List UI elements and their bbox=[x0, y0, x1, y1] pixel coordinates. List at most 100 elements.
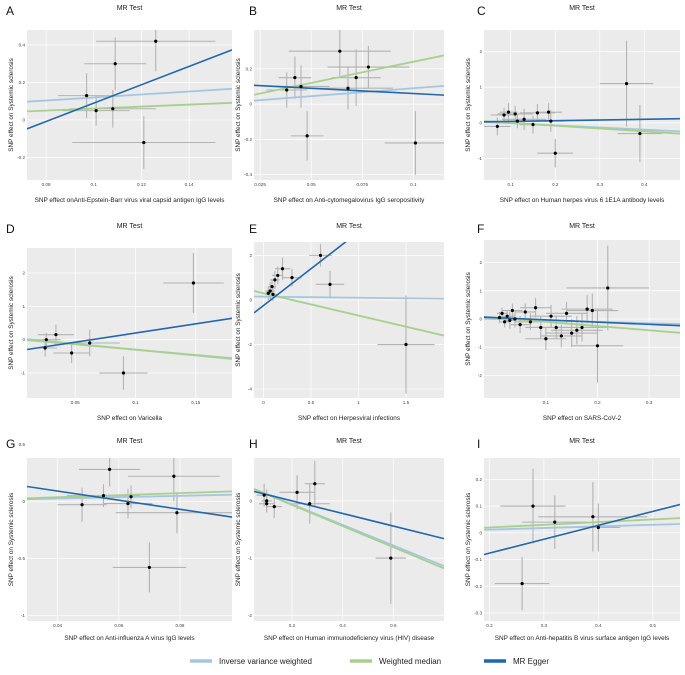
data-point bbox=[313, 482, 317, 486]
y-tick-label: 0.4 bbox=[19, 43, 26, 48]
data-point bbox=[515, 119, 520, 123]
data-point bbox=[591, 515, 595, 519]
x-tick-label: 0.6 bbox=[390, 623, 397, 628]
regression-line-wm bbox=[254, 290, 444, 337]
data-point bbox=[354, 76, 358, 80]
data-point bbox=[154, 39, 158, 43]
data-point bbox=[285, 88, 289, 92]
data-point bbox=[295, 490, 299, 494]
x-tick-label: 0 bbox=[262, 400, 265, 405]
regression-line-egger bbox=[254, 84, 444, 96]
panel-h: H MR Test 0.2 0.4 0.6 -2 -1 0 SNP effect on Huma… bbox=[235, 437, 444, 642]
x-tick-label: 0.5 bbox=[650, 623, 657, 628]
y-axis-label: SNP effect on Systemic sclerosis bbox=[465, 58, 472, 152]
legend-label: MR Egger bbox=[513, 657, 549, 666]
data-point bbox=[108, 467, 112, 471]
y-tick-label: -1 bbox=[21, 371, 26, 376]
data-point bbox=[262, 493, 266, 497]
regression-line-ivw bbox=[254, 84, 444, 102]
y-tick-label: -0.4 bbox=[244, 172, 252, 177]
regression-line-wm bbox=[484, 517, 680, 529]
x-tick-label: 0.3 bbox=[541, 623, 548, 628]
data-point bbox=[121, 371, 126, 375]
panel-c: C MR Test 0.1 0.2 0.3 0.4 -1 0 1 2 SNP effect on H… bbox=[465, 4, 680, 204]
legend-label: Inverse variance weighted bbox=[219, 657, 312, 666]
data-point bbox=[528, 320, 533, 324]
data-point bbox=[506, 110, 511, 114]
plot-area bbox=[484, 40, 680, 168]
y-tick-label: -0.5 bbox=[17, 556, 25, 561]
x-tick-label: 0.2 bbox=[289, 623, 296, 628]
y-tick-label: 0.5 bbox=[19, 442, 26, 447]
y-tick-label: -0.2 bbox=[17, 155, 25, 160]
y-tick-label: 0.2 bbox=[19, 80, 26, 85]
data-point bbox=[270, 284, 274, 289]
data-point bbox=[346, 86, 350, 90]
y-tick-label: 0 bbox=[479, 317, 482, 322]
data-point bbox=[522, 117, 526, 121]
legend: Inverse variance weighted Weighted median… bbox=[190, 657, 549, 666]
regression-line-wm bbox=[27, 101, 232, 113]
x-axis-label: SNP effect on Human immunodeficiency vir… bbox=[264, 635, 435, 642]
y-tick-label: 2 bbox=[479, 260, 482, 265]
y-axis-label: SNP effect on Systemic sclerosis bbox=[8, 493, 15, 587]
regression-line-ivw bbox=[254, 295, 444, 300]
y-tick-label: 0.2 bbox=[476, 477, 483, 482]
y-tick-label: 0 bbox=[22, 337, 25, 342]
x-tick-label: 0.1 bbox=[508, 182, 515, 187]
x-tick-label: 1.5 bbox=[403, 400, 410, 405]
data-point bbox=[147, 565, 151, 570]
y-tick-label: 1 bbox=[479, 85, 482, 90]
y-tick-label: 0.1 bbox=[476, 504, 483, 509]
y-tick-label: -0.2 bbox=[244, 137, 252, 142]
chart-title: MR Test bbox=[336, 5, 362, 12]
panel-letter: C bbox=[477, 4, 486, 18]
y-tick-label: -1 bbox=[478, 345, 483, 350]
data-point bbox=[508, 318, 512, 323]
data-point bbox=[129, 495, 133, 499]
chart-title: MR Test bbox=[569, 223, 595, 230]
gridlines bbox=[484, 30, 680, 180]
regression-line-egger bbox=[254, 242, 347, 314]
data-point bbox=[596, 525, 600, 530]
data-point bbox=[54, 333, 58, 337]
x-tick-label: 0.1 bbox=[410, 182, 417, 187]
x-tick-label: 0.2 bbox=[552, 182, 559, 187]
plot-area bbox=[27, 458, 232, 593]
regression-line-wm bbox=[27, 339, 232, 360]
x-tick-label: 0.08 bbox=[176, 623, 185, 628]
y-tick-label: 2 bbox=[22, 271, 25, 276]
chart-title: MR Test bbox=[336, 438, 362, 445]
regression-line-egger bbox=[484, 316, 680, 327]
data-point bbox=[549, 314, 553, 318]
data-point bbox=[113, 62, 117, 66]
data-point bbox=[172, 474, 176, 478]
data-point bbox=[523, 310, 527, 314]
legend-item-wm: Weighted median bbox=[350, 657, 441, 666]
data-point bbox=[111, 107, 115, 111]
y-tick-label: -1 bbox=[21, 613, 26, 618]
y-tick-label: -2 bbox=[248, 613, 253, 618]
y-tick-label: -2 bbox=[248, 342, 253, 347]
data-point bbox=[44, 338, 48, 342]
panel-letter: I bbox=[477, 437, 480, 451]
data-point bbox=[531, 504, 535, 508]
y-tick-label: -0.3 bbox=[474, 610, 482, 615]
data-point bbox=[513, 112, 517, 116]
x-tick-label: 0.4 bbox=[595, 623, 602, 628]
data-point bbox=[299, 84, 303, 89]
data-point bbox=[280, 267, 285, 271]
x-tick-label: 0.14 bbox=[185, 182, 194, 187]
y-axis-label: SNP effect on Systemic sclerosis bbox=[235, 493, 242, 587]
plot-area bbox=[27, 253, 232, 390]
data-point bbox=[290, 276, 294, 280]
x-tick-label: 0.1 bbox=[543, 400, 550, 405]
plot-background bbox=[484, 458, 680, 621]
y-tick-label: 0 bbox=[22, 499, 25, 504]
regression-line-wm bbox=[27, 490, 232, 500]
chart-title: MR Test bbox=[117, 5, 143, 12]
y-axis-label: SNP effect on Systemic sclerosis bbox=[8, 276, 15, 370]
y-tick-label: 2 bbox=[479, 49, 482, 54]
x-tick-label: 0.08 bbox=[42, 182, 51, 187]
